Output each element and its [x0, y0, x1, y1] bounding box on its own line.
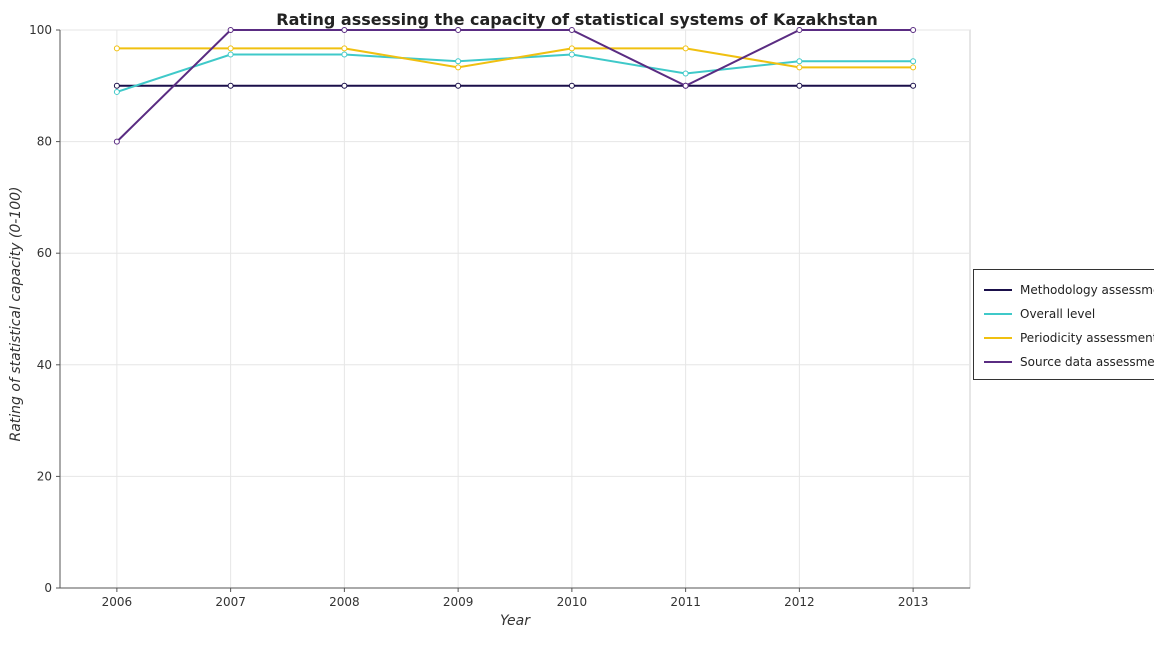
y-tick-label: 100 — [29, 23, 52, 37]
legend-label: Methodology assessment — [1020, 283, 1154, 297]
legend: Methodology assessment Overall level Per… — [973, 269, 1154, 380]
legend-label: Source data assessment — [1020, 355, 1154, 369]
data-point — [568, 82, 575, 89]
data-point — [227, 82, 234, 89]
series-line-2 — [116, 47, 914, 69]
x-tick-label: 2007 — [215, 595, 246, 609]
y-tick-label: 80 — [37, 135, 52, 149]
data-point — [796, 58, 803, 65]
x-tick-label: 2011 — [670, 595, 701, 609]
data-point — [227, 45, 234, 52]
data-point — [455, 58, 462, 65]
grid — [59, 29, 971, 589]
legend-swatch — [984, 313, 1012, 315]
data-point — [796, 64, 803, 71]
legend-swatch — [984, 289, 1012, 291]
data-point — [796, 82, 803, 89]
data-point — [568, 51, 575, 58]
data-point — [568, 45, 575, 52]
data-point — [341, 51, 348, 58]
legend-swatch — [984, 361, 1012, 363]
legend-label: Overall level — [1020, 307, 1096, 321]
data-point — [910, 27, 917, 33]
x-tick-label: 2009 — [443, 595, 474, 609]
data-point — [341, 45, 348, 52]
x-tick-label: 2012 — [784, 595, 815, 609]
series-line-3 — [116, 29, 914, 143]
x-axis-label: Year — [500, 613, 531, 629]
legend-swatch — [984, 337, 1012, 339]
y-axis-label: Rating of statistical capacity (0-100) — [8, 186, 24, 441]
data-point — [682, 45, 689, 52]
plot-area — [59, 29, 971, 589]
y-tick-label: 60 — [37, 246, 52, 260]
legend-item-source: Source data assessment — [984, 352, 1154, 372]
data-point — [682, 70, 689, 77]
data-point — [910, 64, 917, 71]
legend-item-overall: Overall level — [984, 304, 1095, 324]
legend-item-methodology: Methodology assessment — [984, 280, 1154, 300]
data-point — [455, 64, 462, 71]
data-point — [910, 58, 917, 65]
y-tick-label: 0 — [44, 581, 52, 595]
chart-title: Rating assessing the capacity of statist… — [276, 10, 878, 29]
data-point — [113, 88, 120, 95]
data-point — [455, 82, 462, 89]
x-tick-label: 2008 — [329, 595, 360, 609]
legend-item-periodicity: Periodicity assessment — [984, 328, 1154, 348]
data-point — [455, 27, 462, 33]
axes: 0 20 40 60 80 100 2006 2007 2008 2009 2010 2011 2012… — [29, 23, 970, 609]
data-point — [341, 82, 348, 89]
y-tick-label: 20 — [37, 469, 52, 483]
data-point — [113, 45, 120, 52]
data-point — [113, 138, 120, 145]
data-point — [227, 27, 234, 33]
data-point — [227, 51, 234, 58]
data-point — [682, 82, 689, 89]
x-tick-label: 2010 — [557, 595, 588, 609]
legend-label: Periodicity assessment — [1020, 331, 1154, 345]
series-lines — [113, 27, 917, 145]
data-point — [341, 27, 348, 33]
x-tick-label: 2006 — [102, 595, 133, 609]
y-tick-label: 40 — [37, 358, 52, 372]
x-tick-label: 2013 — [898, 595, 929, 609]
data-point — [910, 82, 917, 89]
data-point — [796, 27, 803, 33]
data-point — [113, 82, 120, 89]
data-point — [568, 27, 575, 33]
